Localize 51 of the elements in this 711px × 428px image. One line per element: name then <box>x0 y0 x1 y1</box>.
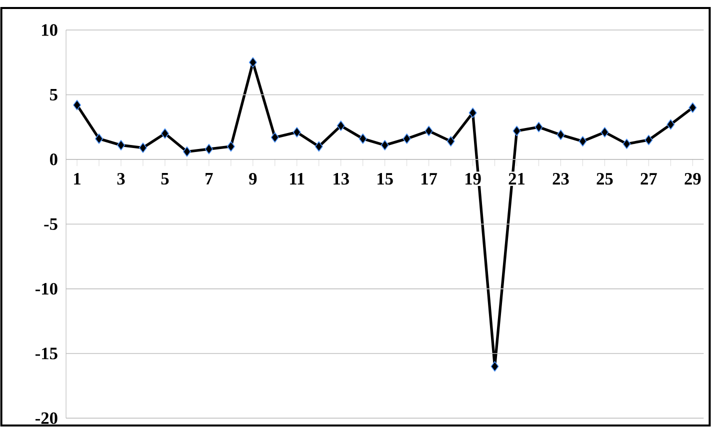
point <box>512 126 521 136</box>
point <box>600 126 609 138</box>
x-tick-label: 15 <box>378 172 393 184</box>
y-tick-label: 5 <box>50 88 58 100</box>
point <box>380 140 389 150</box>
x-tick-label: 7 <box>206 172 213 184</box>
x-tick-label: 3 <box>117 172 125 184</box>
x-tick-label: 29 <box>684 172 701 184</box>
point <box>248 56 257 68</box>
point <box>402 133 411 144</box>
point <box>468 107 477 118</box>
x-tick-label: 5 <box>161 172 169 184</box>
y-tick-label: -20 <box>36 412 58 424</box>
point <box>95 133 104 144</box>
point <box>490 360 499 372</box>
point <box>534 122 543 132</box>
x-tick-label: 21 <box>508 172 525 184</box>
y-tick-label: -15 <box>36 347 58 360</box>
point <box>688 102 697 113</box>
point <box>226 141 235 152</box>
point <box>644 134 653 145</box>
point <box>138 142 147 153</box>
point <box>666 119 675 130</box>
x-tick-label: 19 <box>466 172 481 184</box>
x-tick-label: 25 <box>596 172 613 184</box>
x-tick-label: 9 <box>249 172 257 184</box>
point <box>336 120 345 131</box>
point <box>578 136 587 146</box>
point <box>292 126 301 138</box>
point <box>622 138 631 149</box>
point <box>556 129 565 140</box>
y-tick-label: 10 <box>42 24 58 36</box>
point <box>358 133 367 144</box>
point <box>117 140 126 150</box>
x-tick-label: 13 <box>334 172 349 184</box>
point <box>182 146 191 157</box>
x-tick-label: 1 <box>74 172 80 184</box>
x-tick-label: 27 <box>640 172 657 184</box>
y-tick-label: -5 <box>44 218 58 230</box>
point <box>73 100 82 110</box>
point <box>446 136 455 146</box>
point <box>424 126 433 136</box>
x-tick-label: 17 <box>422 172 438 184</box>
y-tick-label: 0 <box>50 153 58 166</box>
point <box>160 128 169 138</box>
y-tick-label: -10 <box>36 282 58 294</box>
x-tick-label: 11 <box>290 172 304 184</box>
point <box>270 132 279 142</box>
x-tick-label: 23 <box>552 172 569 184</box>
point <box>204 144 213 154</box>
point <box>314 141 323 152</box>
